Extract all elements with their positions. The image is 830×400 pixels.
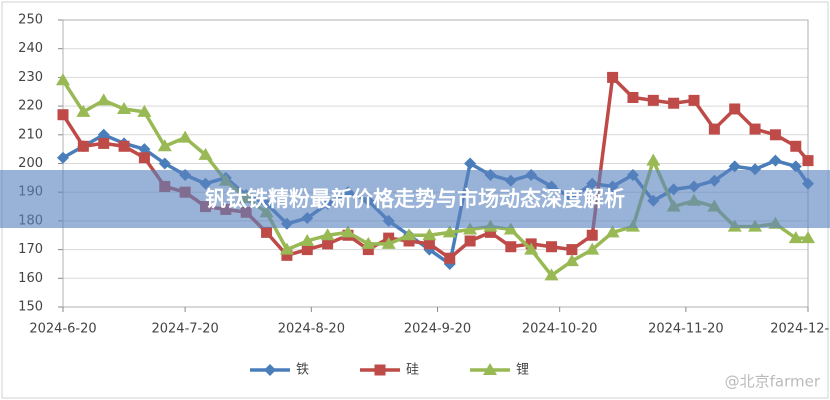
point (137, 104, 152, 117)
point (444, 252, 456, 264)
x-tick-label: 2024-6-20 (29, 322, 96, 337)
point (708, 123, 720, 135)
point (790, 140, 802, 152)
point (422, 228, 437, 241)
point (769, 154, 782, 167)
x-tick-label: 2024-10-20 (522, 322, 598, 337)
point (544, 268, 559, 281)
legend-marker (483, 363, 497, 375)
point (57, 151, 69, 164)
point (647, 94, 659, 106)
point (464, 157, 477, 170)
y-tick-label: 220 (18, 99, 43, 114)
point (423, 238, 435, 250)
point (158, 157, 171, 170)
point (605, 225, 620, 238)
point (281, 249, 293, 261)
legend-label: 锂 (516, 363, 529, 378)
legend-marker (264, 364, 276, 376)
y-tick-label: 240 (18, 41, 43, 56)
point (464, 235, 476, 247)
point (802, 155, 814, 167)
point (340, 225, 355, 238)
point (564, 254, 579, 267)
y-tick-label: 170 (18, 242, 43, 257)
y-tick-label: 230 (18, 70, 43, 85)
x-tick-label: 2024-8-20 (278, 322, 345, 337)
point (97, 128, 110, 141)
point (57, 109, 69, 121)
point (607, 71, 619, 83)
point (198, 147, 213, 160)
legend-label: 硅 (406, 363, 419, 378)
point (585, 242, 600, 255)
point (646, 153, 661, 166)
point (301, 244, 313, 256)
point (362, 244, 374, 256)
point (566, 244, 578, 256)
point (688, 94, 700, 106)
x-tick-label: 2024-12-20 (770, 322, 830, 337)
point (138, 152, 150, 164)
y-tick-label: 150 (18, 300, 43, 315)
point (96, 93, 111, 106)
point (261, 226, 273, 238)
point (56, 73, 70, 86)
point (117, 101, 132, 114)
point (789, 160, 802, 173)
point (463, 222, 478, 235)
chart-title: 钒钛铁精粉最新价格走势与市场动态深度解析 (205, 187, 625, 211)
point (484, 226, 496, 238)
point (279, 242, 294, 255)
watermark: @北京farmer (725, 373, 821, 391)
y-tick-label: 160 (18, 271, 43, 286)
point (381, 236, 396, 249)
point (801, 231, 815, 244)
y-tick-label: 200 (18, 156, 43, 171)
point (403, 235, 415, 247)
y-tick-label: 210 (18, 127, 43, 142)
point (178, 130, 193, 143)
point (402, 228, 417, 241)
point (668, 97, 680, 109)
point (118, 140, 130, 152)
point (505, 241, 517, 253)
point (503, 222, 518, 235)
point (524, 242, 539, 255)
legend-marker (374, 364, 386, 376)
point (76, 104, 91, 117)
point (300, 233, 315, 246)
point (442, 225, 457, 238)
point (769, 129, 781, 141)
x-tick-label: 2024-7-20 (151, 322, 218, 337)
point (546, 241, 558, 253)
y-tick-label: 250 (18, 13, 43, 28)
point (322, 238, 334, 250)
point (98, 137, 110, 149)
title-banner (0, 170, 830, 228)
point (788, 231, 803, 244)
x-tick-label: 2024-11-20 (648, 322, 724, 337)
x-tick-label: 2024-9-20 (404, 322, 471, 337)
legend-label: 铁 (296, 363, 309, 378)
point (586, 229, 598, 241)
point (361, 236, 376, 249)
point (729, 103, 741, 115)
point (728, 160, 741, 173)
point (138, 143, 151, 156)
point (157, 139, 172, 152)
point (627, 91, 639, 103)
point (77, 140, 89, 152)
point (320, 228, 335, 241)
point (749, 123, 761, 135)
